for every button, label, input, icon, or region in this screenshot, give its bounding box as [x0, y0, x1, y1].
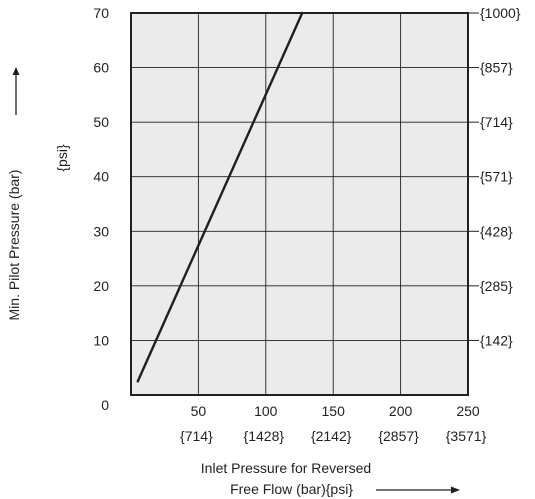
- x-tick-label-secondary-3: {2142}: [311, 428, 352, 444]
- y-tick-label-5: 50: [93, 114, 109, 130]
- x-tick-label-secondary-5: {3571}: [446, 428, 487, 444]
- x-tick-label-3: 150: [322, 403, 346, 419]
- y-tick-label-0: 0: [101, 397, 109, 413]
- y-right-tick-label-2: {428}: [480, 223, 513, 239]
- y-right-tick-label-3: {571}: [480, 169, 513, 185]
- plot-frame: [130, 12, 469, 396]
- y-right-tick-label-4: {714}: [480, 114, 513, 130]
- x-tick-label-5: 250: [456, 403, 480, 419]
- data-series-line-0: [136, 11, 304, 383]
- x-axis-title-line-2: Free Flow (bar){psi}: [230, 481, 353, 497]
- y-right-tick-label-5: {857}: [480, 60, 513, 76]
- y-tick-label-3: 30: [93, 223, 109, 239]
- y-tick-label-2: 20: [93, 278, 109, 294]
- y-axis-unit-label: {psi}: [54, 144, 70, 172]
- y-right-tick-label-1: {285}: [480, 278, 513, 294]
- y-right-tick-label-0: {142}: [480, 332, 513, 348]
- y-tick-label-6: 60: [93, 60, 109, 76]
- x-tick-label-secondary-1: {714}: [180, 428, 213, 444]
- plot-area-background: [131, 13, 468, 395]
- x-axis-arrow: [376, 486, 460, 494]
- y-tick-label-7: 70: [93, 5, 109, 21]
- y-tick-label-4: 40: [93, 169, 109, 185]
- x-tick-label-secondary-2: {1428}: [244, 428, 285, 444]
- x-tick-label-2: 100: [254, 403, 278, 419]
- y-axis-arrow: [12, 67, 20, 115]
- x-tick-label-4: 200: [389, 403, 413, 419]
- y-axis-title: Min. Pilot Pressure (bar): [6, 170, 22, 321]
- y-right-tick-label-6: {1000}: [480, 5, 521, 21]
- x-tick-label-secondary-4: {2857}: [378, 428, 419, 444]
- x-tick-label-1: 50: [191, 403, 207, 419]
- y-tick-label-1: 10: [93, 332, 109, 348]
- x-axis-title-line-1: Inlet Pressure for Reversed: [201, 460, 371, 476]
